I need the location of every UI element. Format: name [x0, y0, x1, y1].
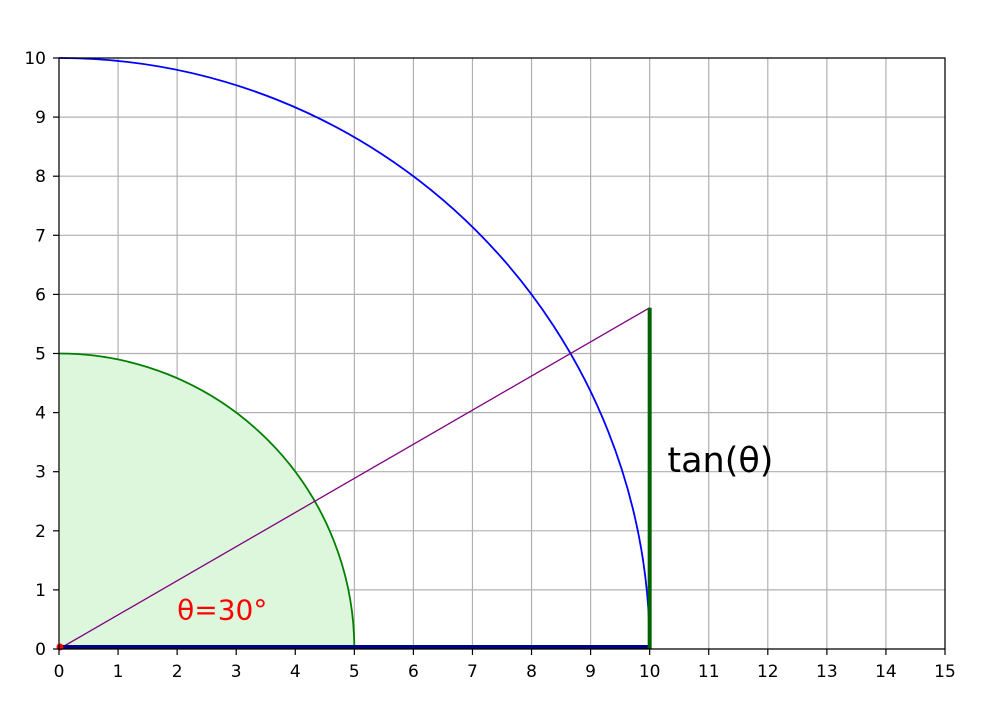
y-tick-label: 10: [24, 49, 46, 69]
large-arc: [58, 57, 651, 650]
y-tick-label: 8: [35, 167, 46, 187]
x-tick-label: 13: [816, 662, 838, 682]
annotations: tan(θ) θ=30°: [177, 441, 773, 627]
small-arc: [58, 352, 356, 650]
small-sector-fill: [59, 353, 355, 649]
y-tick-label: 9: [35, 108, 46, 128]
x-tick-label: 3: [231, 662, 242, 682]
x-tick-label: 0: [54, 662, 65, 682]
x-tick-label: 11: [698, 662, 720, 682]
y-tick-label: 6: [35, 285, 46, 305]
tan-theta-annotation: tan(θ): [667, 441, 773, 481]
y-tick-label: 1: [35, 581, 46, 601]
x-tick-label: 2: [172, 662, 183, 682]
x-tick-label: 1: [113, 662, 124, 682]
y-tick-label: 0: [35, 640, 46, 660]
x-tick-label: 12: [757, 662, 779, 682]
x-tick-label: 7: [467, 662, 478, 682]
angle-ray: [58, 307, 650, 650]
x-tick-label: 4: [290, 662, 301, 682]
y-tick-label: 5: [35, 345, 46, 365]
x-tick-label: 10: [639, 662, 661, 682]
y-tick-label: 3: [35, 463, 46, 483]
y-tick-label: 4: [35, 404, 46, 424]
x-tick-label: 14: [875, 662, 897, 682]
x-tick-label: 6: [408, 662, 419, 682]
theta-angle-annotation: θ=30°: [177, 594, 267, 627]
y-tick-label: 7: [35, 226, 46, 246]
x-tick-label: 5: [349, 662, 360, 682]
x-tick-label: 15: [934, 662, 956, 682]
y-tick-label: 2: [35, 522, 46, 542]
plot-shapes: [56, 57, 652, 651]
x-tick-label: 9: [585, 662, 596, 682]
x-tick-label: 8: [526, 662, 537, 682]
grid: [58, 57, 946, 650]
